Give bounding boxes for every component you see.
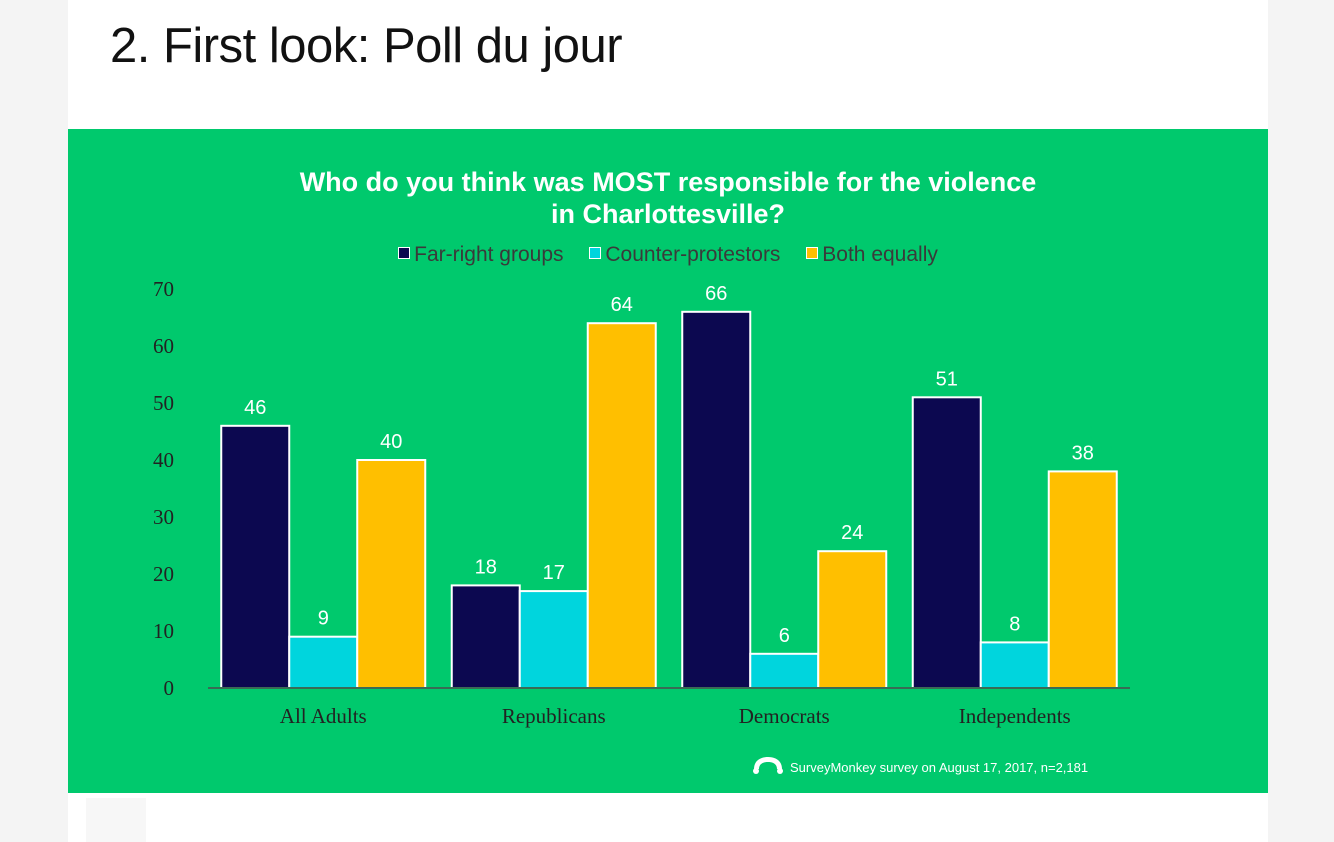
data-label: 17 (543, 562, 565, 584)
data-label: 40 (380, 431, 402, 453)
legend-label-far-right: Far-right groups (414, 243, 564, 266)
bar (288, 635, 359, 690)
bar (220, 424, 291, 689)
legend-label-counter-protestors: Counter-protestors (605, 243, 781, 266)
legend-item-far-right: Far-right groups (398, 243, 564, 267)
bar (749, 652, 820, 689)
chart-title-line-2: in Charlottesville? (550, 199, 786, 229)
chart-title-line-1: Who do you think was MOST responsible fo… (299, 167, 1037, 197)
bar (979, 641, 1050, 690)
x-tick-label: Democrats (739, 704, 830, 728)
bar-chart-plot: 0 10 20 30 40 50 60 70 46 9 40 All Adults 18 17 64 Repu… (153, 277, 1130, 728)
legend-swatch-counter-protestors (589, 247, 602, 259)
y-tick-label: 50 (153, 391, 174, 415)
source-note-text: SurveyMonkey survey on August 17, 2017, … (790, 760, 1089, 775)
data-label: 18 (475, 556, 497, 578)
faint-placeholder-box (86, 798, 146, 842)
data-label: 38 (1072, 442, 1094, 464)
chart-legend: Far-right groups Counter-protestors Both… (68, 243, 1268, 267)
data-label: 9 (318, 608, 329, 630)
legend-label-both-equally: Both equally (822, 243, 938, 266)
page-title: 2. First look: Poll du jour (110, 19, 623, 73)
data-label: 64 (611, 294, 633, 316)
bar (356, 459, 427, 689)
y-tick-label: 10 (153, 619, 174, 643)
bar (1047, 470, 1118, 689)
data-label: 6 (779, 625, 790, 647)
bar (681, 310, 752, 690)
y-tick-label: 70 (153, 277, 174, 301)
legend-swatch-both-equally (806, 247, 819, 259)
data-label: 8 (1009, 613, 1020, 635)
data-label: 66 (705, 283, 727, 305)
x-tick-label: All Adults (280, 704, 367, 728)
data-label: 24 (841, 522, 863, 544)
bar (911, 396, 982, 689)
surveymonkey-logo-icon (752, 755, 784, 775)
x-tick-label: Independents (959, 704, 1071, 728)
bar (586, 322, 657, 689)
y-tick-label: 60 (153, 334, 174, 358)
data-label: 51 (936, 368, 958, 390)
legend-swatch-far-right (398, 247, 411, 259)
chart-title: Who do you think was MOST responsible fo… (68, 166, 1268, 230)
y-tick-label: 0 (164, 676, 175, 700)
bar (817, 550, 888, 690)
bar (518, 590, 589, 690)
y-tick-label: 40 (153, 448, 174, 472)
y-tick-label: 30 (153, 505, 174, 529)
legend-item-both-equally: Both equally (806, 243, 938, 267)
chart-panel: Who do you think was MOST responsible fo… (68, 129, 1268, 793)
x-tick-label: Republicans (502, 704, 606, 728)
bar (450, 584, 521, 689)
legend-item-counter-protestors: Counter-protestors (589, 243, 780, 267)
data-label: 46 (244, 397, 266, 419)
y-tick-label: 20 (153, 562, 174, 586)
